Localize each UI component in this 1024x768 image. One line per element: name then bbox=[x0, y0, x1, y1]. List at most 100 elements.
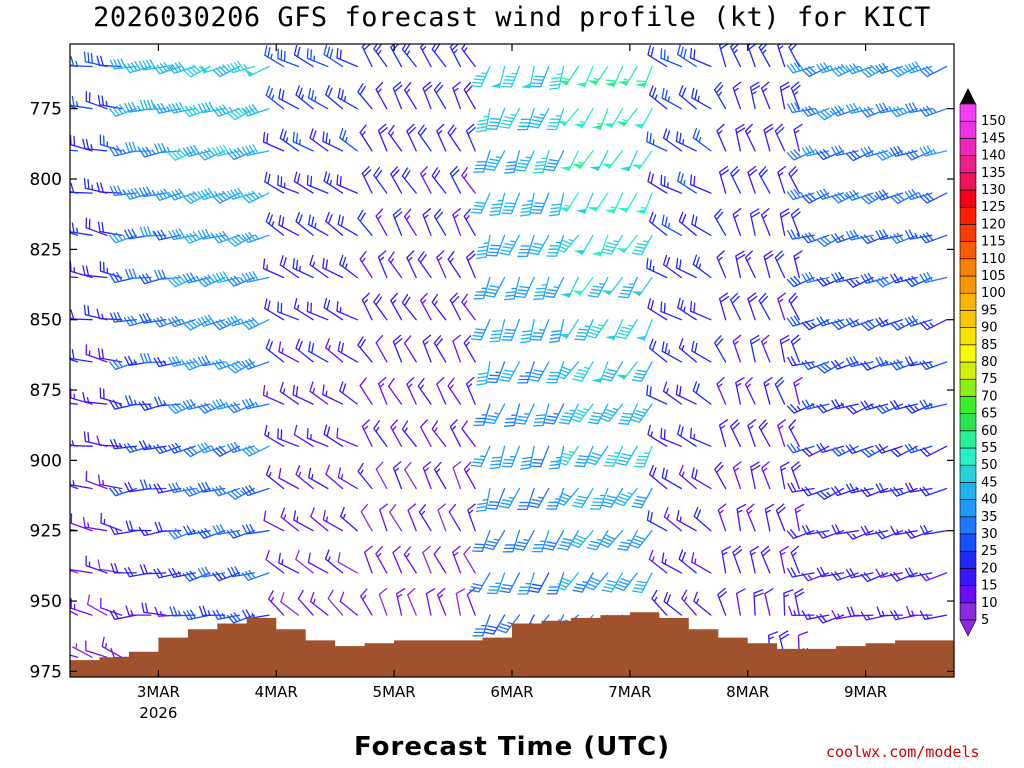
wind-barb bbox=[70, 358, 79, 363]
wind-barb bbox=[660, 427, 683, 447]
wind-barb bbox=[732, 334, 742, 363]
wind-barb bbox=[568, 276, 579, 298]
wind-barb bbox=[713, 335, 727, 363]
wind-barb bbox=[109, 232, 137, 244]
wind-barb bbox=[761, 461, 771, 490]
wind-barb bbox=[387, 251, 403, 279]
wind-barb bbox=[646, 510, 668, 532]
wind-barb bbox=[359, 377, 373, 405]
wind-barb bbox=[572, 361, 594, 382]
wind-barb bbox=[360, 503, 373, 532]
wind-barb bbox=[919, 319, 948, 331]
wind-barb bbox=[519, 192, 535, 217]
wind-barb bbox=[787, 356, 815, 367]
colorbar-tick-label: 125 bbox=[981, 200, 1006, 215]
wind-barb bbox=[919, 486, 948, 497]
wind-barb bbox=[801, 572, 830, 582]
wind-barb bbox=[337, 214, 358, 236]
wind-barb bbox=[764, 588, 774, 616]
wind-barb bbox=[449, 419, 462, 447]
wind-barb bbox=[168, 402, 196, 415]
wind-barb bbox=[692, 128, 712, 152]
wind-barb bbox=[97, 474, 123, 490]
wind-barb bbox=[919, 572, 948, 582]
colorbar-segment bbox=[959, 430, 977, 449]
wind-barb bbox=[417, 251, 432, 279]
wind-barb bbox=[392, 208, 403, 236]
wind-barb bbox=[693, 506, 712, 532]
wind-barb bbox=[292, 131, 314, 152]
wind-barb bbox=[395, 588, 406, 616]
colorbar-tick-label: 145 bbox=[981, 131, 1006, 146]
wind-barb bbox=[760, 545, 771, 574]
wind-barb bbox=[747, 292, 758, 321]
wind-barb bbox=[387, 377, 403, 405]
wind-barb bbox=[357, 83, 373, 110]
wind-barb bbox=[905, 356, 933, 367]
colorbar-tick-label: 55 bbox=[981, 441, 998, 456]
wind-barb bbox=[278, 341, 300, 363]
wind-barb bbox=[419, 292, 432, 321]
wind-barb bbox=[109, 399, 137, 410]
wind-barb bbox=[603, 445, 624, 468]
wind-barb bbox=[503, 403, 521, 427]
wind-barb bbox=[875, 276, 904, 288]
colorbar-tick-label: 75 bbox=[981, 372, 998, 387]
wind-barb bbox=[327, 589, 344, 616]
wind-barb bbox=[470, 445, 491, 468]
wind-barb bbox=[786, 403, 815, 414]
wind-barb bbox=[431, 44, 447, 68]
wind-barb bbox=[678, 85, 697, 110]
wind-barb bbox=[845, 403, 874, 415]
wind-barb bbox=[322, 509, 344, 532]
wind-barb bbox=[646, 258, 668, 279]
wind-barb-flag bbox=[604, 208, 616, 214]
wind-barb bbox=[455, 588, 466, 616]
wind-barb bbox=[581, 234, 594, 256]
wind-barb bbox=[109, 104, 137, 117]
wind-barb bbox=[890, 65, 918, 78]
wind-barb bbox=[468, 572, 491, 593]
wind-barb bbox=[758, 419, 771, 447]
wind-barb bbox=[125, 395, 152, 406]
wind-barb bbox=[461, 420, 476, 447]
wind-barb bbox=[297, 589, 314, 616]
wind-barb bbox=[183, 609, 211, 621]
wind-barb bbox=[183, 445, 211, 458]
wind-barb bbox=[153, 61, 182, 75]
colorbar-tick-label: 80 bbox=[981, 355, 998, 370]
colorbar-segment bbox=[959, 138, 977, 156]
wind-barb bbox=[875, 149, 904, 161]
wind-barb bbox=[197, 314, 226, 327]
wind-barb bbox=[309, 254, 329, 279]
wind-barb bbox=[390, 166, 403, 194]
wind-barb bbox=[845, 276, 874, 288]
wind-barb bbox=[801, 399, 830, 410]
wind-barb bbox=[721, 546, 731, 574]
wind-barb bbox=[793, 377, 803, 405]
colorbar-segment bbox=[959, 241, 977, 260]
wind-barb bbox=[614, 572, 638, 592]
wind-barb bbox=[265, 212, 285, 236]
colorbar-tick-label: 30 bbox=[981, 527, 998, 542]
wind-barb-flag bbox=[560, 166, 571, 171]
wind-barb bbox=[390, 292, 403, 321]
wind-barb bbox=[197, 274, 226, 288]
wind-barb bbox=[96, 182, 123, 194]
wind-barb bbox=[406, 376, 417, 405]
chart-title: 2026030206 GFS forecast wind profile (kt… bbox=[93, 2, 931, 33]
wind-barb bbox=[514, 276, 535, 299]
wind-barb bbox=[279, 381, 300, 405]
wind-barb bbox=[436, 123, 447, 152]
wind-barb bbox=[377, 250, 388, 279]
wind-barb bbox=[794, 588, 805, 616]
wind-barb bbox=[262, 258, 285, 279]
wind-barb-flag bbox=[616, 374, 627, 380]
wind-barb bbox=[919, 524, 948, 536]
wind-barb bbox=[99, 134, 123, 152]
wind-barb bbox=[875, 529, 904, 540]
wind-barb bbox=[546, 572, 565, 595]
wind-barb bbox=[788, 292, 800, 321]
wind-barb bbox=[816, 316, 845, 327]
wind-barb bbox=[463, 546, 476, 574]
